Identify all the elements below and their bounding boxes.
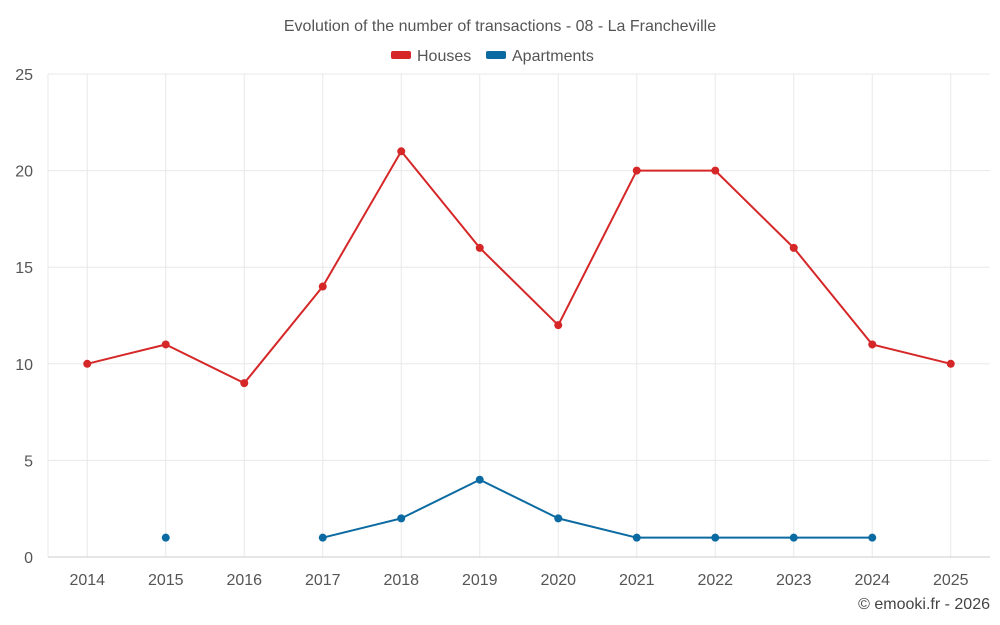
y-tick-label: 5	[24, 453, 33, 470]
credit-text: © emooki.fr - 2026	[858, 596, 990, 613]
x-tick-label: 2019	[462, 572, 498, 589]
x-tick-label: 2022	[697, 572, 733, 589]
data-point-apartments[interactable]	[632, 533, 641, 542]
data-point-houses[interactable]	[475, 243, 484, 252]
data-point-houses[interactable]	[789, 243, 798, 252]
legend-item-apartments[interactable]: Apartments	[486, 48, 594, 65]
data-point-houses[interactable]	[632, 166, 641, 175]
y-tick-label: 20	[15, 164, 33, 181]
x-tick-label: 2025	[933, 572, 969, 589]
legend-swatch-houses	[391, 51, 411, 59]
data-point-apartments[interactable]	[318, 533, 327, 542]
x-tick-label: 2016	[226, 572, 262, 589]
data-point-apartments[interactable]	[397, 514, 406, 523]
x-tick-label: 2023	[776, 572, 812, 589]
data-point-houses[interactable]	[554, 321, 563, 330]
data-point-houses[interactable]	[397, 147, 406, 156]
x-tick-label: 2018	[383, 572, 419, 589]
plot-area	[83, 147, 955, 542]
y-tick-label: 10	[15, 357, 33, 374]
y-tick-label: 25	[15, 67, 33, 84]
data-point-houses[interactable]	[83, 359, 92, 368]
x-tick-label: 2017	[305, 572, 341, 589]
chart-title: Evolution of the number of transactions …	[284, 18, 716, 35]
x-tick-label: 2014	[69, 572, 105, 589]
data-point-apartments[interactable]	[161, 533, 170, 542]
grid	[48, 73, 990, 557]
series-line-apartments	[322, 478, 873, 539]
legend-item-houses[interactable]: Houses	[391, 48, 471, 65]
data-point-houses[interactable]	[946, 359, 955, 368]
x-tick-label: 2020	[540, 572, 576, 589]
legend-label-apartments: Apartments	[512, 48, 594, 65]
x-tick-label: 2015	[148, 572, 184, 589]
data-point-apartments[interactable]	[475, 475, 484, 484]
data-point-apartments[interactable]	[868, 533, 877, 542]
data-point-apartments[interactable]	[789, 533, 798, 542]
legend-swatch-apartments	[486, 51, 506, 59]
y-tick-label: 0	[24, 550, 33, 567]
data-point-houses[interactable]	[240, 379, 249, 388]
data-point-houses[interactable]	[161, 340, 170, 349]
x-tick-label: 2021	[619, 572, 655, 589]
data-point-apartments[interactable]	[711, 533, 720, 542]
legend-label-houses: Houses	[417, 48, 471, 65]
legend[interactable]: Houses Apartments	[391, 48, 594, 65]
y-tick-label: 15	[15, 260, 33, 277]
data-point-houses[interactable]	[711, 166, 720, 175]
series-apartments	[161, 475, 877, 542]
data-point-apartments[interactable]	[554, 514, 563, 523]
x-tick-label: 2024	[854, 572, 890, 589]
data-point-houses[interactable]	[318, 282, 327, 291]
data-point-houses[interactable]	[868, 340, 877, 349]
series-houses	[83, 147, 955, 388]
series-line-houses	[87, 150, 951, 385]
